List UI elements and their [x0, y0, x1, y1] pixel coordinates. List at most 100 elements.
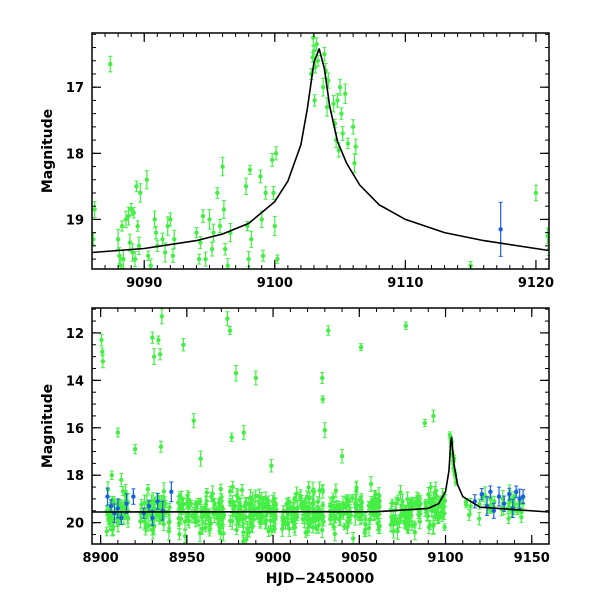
data-point-green [363, 512, 368, 526]
data-point-green [194, 227, 199, 239]
data-point-green [100, 347, 105, 357]
data-point-green [128, 202, 134, 217]
data-point-green [428, 482, 433, 493]
data-point-green [229, 432, 234, 442]
data-point-green [263, 186, 268, 200]
data-point-green [132, 444, 138, 455]
data-point-green [132, 251, 138, 268]
data-point-green [138, 183, 143, 203]
data-point-green [442, 523, 447, 531]
data-point-green [198, 497, 203, 505]
data-point-green [249, 508, 255, 520]
data-point-green [109, 470, 115, 480]
data-point-green [170, 248, 176, 263]
model-curve [92, 48, 549, 254]
data-point-green [424, 502, 430, 522]
data-point-green [104, 526, 109, 537]
bottom-panel: 8900 8950 9000 9050 9100 9150 12 14 16 18 20 Magni… [40, 307, 550, 587]
data-point-green [273, 146, 279, 161]
data-point-green [335, 93, 340, 108]
data-point-green [345, 137, 351, 150]
data-point-green [108, 55, 113, 73]
data-point-green [157, 506, 162, 525]
data-point-blue [155, 492, 160, 510]
data-point-green [185, 512, 190, 521]
data-point-green [158, 440, 164, 453]
y-tick-label: 20 [66, 517, 84, 532]
top-y-axis-label: Magnitude [40, 109, 56, 193]
data-point-green [218, 513, 223, 523]
data-point-green [433, 510, 438, 519]
data-point-green [324, 97, 330, 117]
data-point-green [168, 212, 173, 227]
data-point-green [332, 526, 338, 542]
data-point-green [203, 251, 208, 267]
data-point-green [146, 519, 152, 532]
data-point-green [156, 335, 161, 345]
data-point-blue [517, 488, 522, 510]
data-point-green [228, 514, 233, 528]
data-point-green [353, 138, 358, 155]
data-point-green [228, 498, 233, 507]
data-point-green [100, 354, 106, 369]
data-point-green [228, 223, 233, 243]
data-point-green [333, 483, 339, 498]
data-point-green [210, 485, 215, 502]
data-point-green [240, 511, 245, 528]
data-point-green [271, 514, 277, 528]
data-point-green [221, 200, 227, 219]
data-point-green [233, 364, 239, 382]
data-point-green [412, 520, 417, 529]
data-point-green [222, 242, 228, 256]
data-point-green [126, 206, 131, 226]
data-point-green [221, 525, 226, 542]
data-point-green [211, 223, 216, 242]
data-point-green [393, 514, 399, 526]
model-curve [92, 436, 549, 513]
data-point-green [92, 201, 97, 218]
data-point-green [319, 521, 325, 539]
y-tick-label: 14 [66, 374, 84, 389]
data-point-green [314, 523, 319, 534]
data-point-green [160, 232, 165, 246]
data-point-green [366, 501, 372, 512]
data-point-green [331, 95, 336, 113]
data-point-green [157, 348, 163, 361]
plot-area [92, 308, 549, 544]
data-point-green [339, 107, 344, 120]
data-point-green [181, 338, 186, 352]
data-point-green [320, 395, 325, 404]
data-point-green [92, 232, 96, 246]
data-point-green [165, 216, 170, 236]
top-plot-frame [91, 32, 550, 270]
data-point-green [172, 229, 177, 249]
data-point-green [209, 241, 215, 257]
data-point-green [220, 156, 225, 177]
y-tick-label: 16 [66, 422, 84, 437]
data-point-green [167, 513, 172, 529]
y-tick-label: 18 [66, 147, 84, 162]
data-point-green [227, 486, 233, 497]
data-point-green [352, 153, 357, 174]
data-point-green [258, 169, 263, 184]
data-point-green [247, 164, 253, 175]
data-point-green [284, 497, 289, 511]
data-point-green [272, 215, 277, 237]
data-point-green [260, 249, 266, 262]
data-point-green [217, 218, 223, 234]
data-point-green [151, 348, 157, 366]
plot-area [92, 33, 549, 269]
data-point-green [225, 257, 230, 269]
data-point-green [362, 529, 367, 537]
data-point-green [198, 236, 203, 249]
data-point-green [196, 253, 202, 265]
bottom-y-axis-label: Magnitude [40, 384, 56, 468]
data-point-green [152, 210, 157, 229]
x-tick-label: 9120 [518, 276, 554, 291]
data-point-green [234, 488, 239, 503]
bottom-plot-frame [91, 307, 550, 545]
x-tick-label: 9000 [255, 551, 291, 566]
data-point-green [249, 230, 254, 248]
data-point-green [298, 491, 303, 501]
data-point-green [519, 511, 524, 523]
